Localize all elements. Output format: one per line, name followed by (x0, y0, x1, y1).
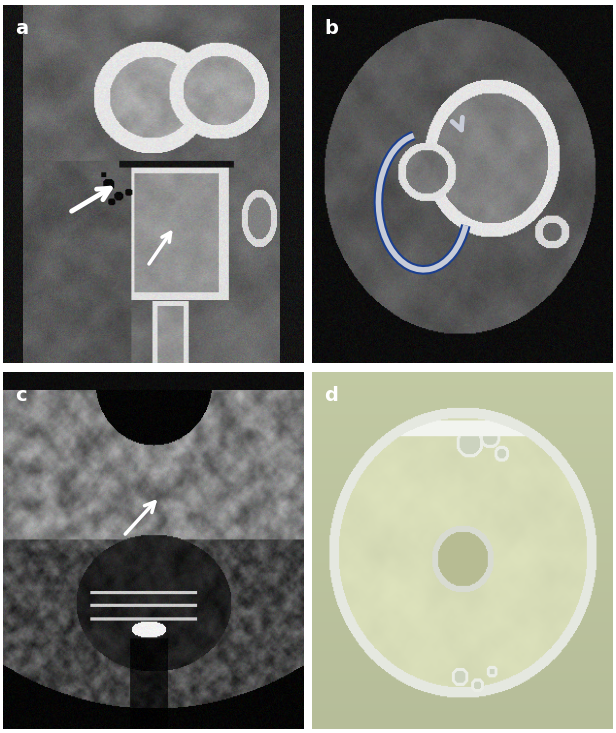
Text: c: c (15, 386, 26, 405)
Text: a: a (15, 20, 28, 38)
Text: b: b (325, 20, 338, 38)
Text: d: d (325, 386, 338, 405)
